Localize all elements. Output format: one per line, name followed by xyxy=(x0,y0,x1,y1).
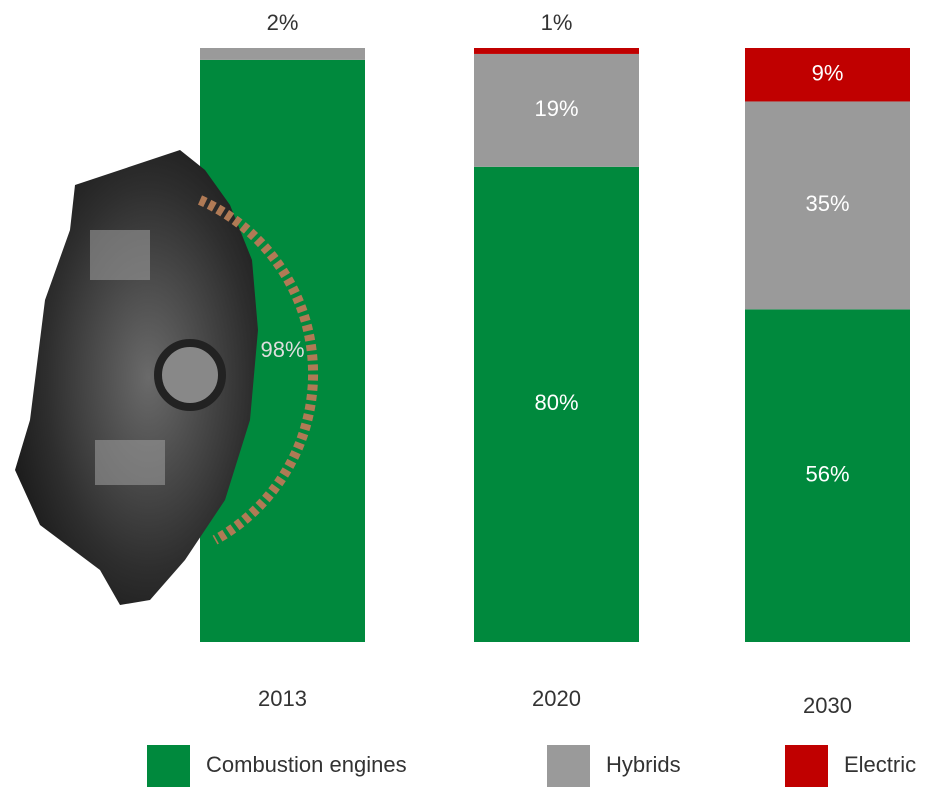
data-label: 80% xyxy=(534,390,578,415)
engine-part xyxy=(90,230,150,280)
data-label: 19% xyxy=(534,96,578,121)
x-tick-label: 2013 xyxy=(258,686,307,711)
data-label: 35% xyxy=(805,191,849,216)
engine-part xyxy=(95,440,165,485)
bar-segment xyxy=(745,101,910,310)
legend-label: Combustion engines xyxy=(206,752,407,777)
bar-segment xyxy=(745,48,910,102)
engine-illustration xyxy=(15,150,319,605)
bar-segment xyxy=(474,53,639,167)
legend-label: Hybrids xyxy=(606,752,681,777)
data-label: 56% xyxy=(805,461,849,486)
legend-label: Electric xyxy=(844,752,916,777)
bar-segment xyxy=(200,48,365,60)
engine-body xyxy=(15,150,258,605)
engine-coil xyxy=(197,195,319,545)
data-label: 9% xyxy=(812,61,844,86)
bar-segment xyxy=(745,309,910,642)
x-tick-label: 2020 xyxy=(532,686,581,711)
engine-rotor xyxy=(154,339,226,411)
legend-swatch xyxy=(785,745,828,787)
data-label: 1% xyxy=(541,10,573,35)
bar-segment xyxy=(474,166,639,643)
data-label: 2% xyxy=(267,10,299,35)
legend-swatch xyxy=(147,745,190,787)
x-tick-label: 2030 xyxy=(803,693,852,718)
data-label: 98% xyxy=(260,337,304,362)
legend-swatch xyxy=(547,745,590,787)
bar-segment xyxy=(474,48,639,54)
